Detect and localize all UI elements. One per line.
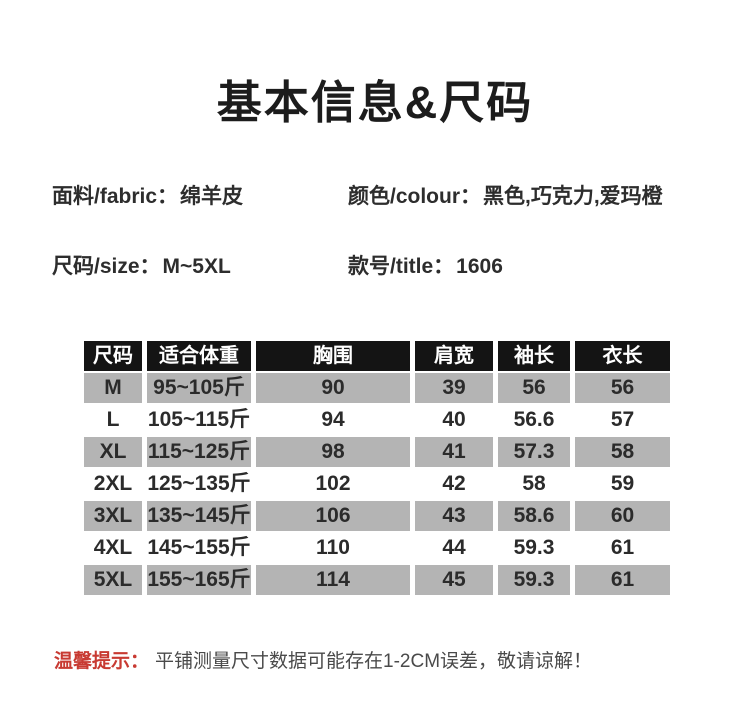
header-cell-chest: 胸围 [256, 341, 410, 371]
table-cell: 94 [256, 405, 410, 435]
table-cell: 59.3 [498, 565, 570, 595]
table-cell: 4XL [84, 533, 142, 563]
size-table: 尺码 适合体重 胸围 肩宽 袖长 衣长 M 95~105斤 90 39 56 5… [84, 341, 670, 595]
table-row-4xl: 4XL 145~155斤 110 44 59.3 61 [84, 533, 670, 563]
page-title: 基本信息&尺码 [216, 77, 534, 128]
table-cell: 135~145斤 [147, 501, 251, 531]
note-text: 平铺测量尺寸数据可能存在1-2CM误差，敬请谅解！ [155, 651, 593, 672]
table-cell: 5XL [84, 565, 142, 595]
fabric-value: 绵羊皮 [180, 185, 244, 208]
table-row-5xl: 5XL 155~165斤 114 45 59.3 61 [84, 565, 670, 595]
header-cell-sleeve: 袖长 [498, 341, 570, 371]
table-cell: 125~135斤 [147, 469, 251, 499]
style-number-value: 1606 [456, 255, 503, 278]
table-cell: 44 [415, 533, 493, 563]
colour-label: 颜色/colour： [348, 185, 482, 208]
table-cell: 42 [415, 469, 493, 499]
table-cell: 105~115斤 [147, 405, 251, 435]
size-range-label: 尺码/size： [52, 255, 161, 278]
fabric-label: 面料/fabric： [52, 185, 179, 208]
header-cell-weight: 适合体重 [147, 341, 251, 371]
table-cell: 41 [415, 437, 493, 467]
table-cell: 106 [256, 501, 410, 531]
table-cell: 3XL [84, 501, 142, 531]
table-row-l: L 105~115斤 94 40 56.6 57 [84, 405, 670, 435]
table-cell: 115~125斤 [147, 437, 251, 467]
table-cell: 95~105斤 [147, 373, 251, 403]
size-range-value: M~5XL [162, 255, 231, 278]
table-cell: 57.3 [498, 437, 570, 467]
table-cell: L [84, 405, 142, 435]
table-cell: 58.6 [498, 501, 570, 531]
table-cell: 114 [256, 565, 410, 595]
table-cell: 45 [415, 565, 493, 595]
size-table-header-row: 尺码 适合体重 胸围 肩宽 袖长 衣长 [84, 341, 670, 371]
table-cell: 58 [575, 437, 670, 467]
table-cell: 61 [575, 533, 670, 563]
table-cell: 60 [575, 501, 670, 531]
table-cell: 155~165斤 [147, 565, 251, 595]
header-cell-shoulder: 肩宽 [415, 341, 493, 371]
table-row-xl: XL 115~125斤 98 41 57.3 58 [84, 437, 670, 467]
table-cell: 39 [415, 373, 493, 403]
note-prefix: 温馨提示： [54, 651, 150, 672]
colour-info: 颜色/colour：黑色,巧克力,爱玛橙 [348, 180, 663, 210]
header-cell-length: 衣长 [575, 341, 670, 371]
friendly-reminder-note: 温馨提示： 平铺测量尺寸数据可能存在1-2CM误差，敬请谅解！ [54, 646, 592, 673]
table-cell: 59.3 [498, 533, 570, 563]
table-row-m: M 95~105斤 90 39 56 56 [84, 373, 670, 403]
table-cell: 43 [415, 501, 493, 531]
table-cell: 40 [415, 405, 493, 435]
table-cell: 98 [256, 437, 410, 467]
table-cell: 2XL [84, 469, 142, 499]
style-number-info: 款号/title：1606 [348, 250, 503, 280]
table-cell: 110 [256, 533, 410, 563]
fabric-info: 面料/fabric：绵羊皮 [52, 180, 243, 210]
colour-value: 黑色,巧克力,爱玛橙 [483, 185, 663, 208]
table-cell: 56.6 [498, 405, 570, 435]
table-cell: 61 [575, 565, 670, 595]
table-cell: 56 [498, 373, 570, 403]
style-number-label: 款号/title： [348, 255, 455, 278]
table-cell: 58 [498, 469, 570, 499]
header-cell-size: 尺码 [84, 341, 142, 371]
table-cell: 145~155斤 [147, 533, 251, 563]
table-cell: M [84, 373, 142, 403]
table-cell: 59 [575, 469, 670, 499]
table-row-2xl: 2XL 125~135斤 102 42 58 59 [84, 469, 670, 499]
table-cell: 90 [256, 373, 410, 403]
table-cell: 56 [575, 373, 670, 403]
table-row-3xl: 3XL 135~145斤 106 43 58.6 60 [84, 501, 670, 531]
table-cell: 57 [575, 405, 670, 435]
size-range-info: 尺码/size：M~5XL [52, 250, 231, 280]
table-cell: 102 [256, 469, 410, 499]
table-cell: XL [84, 437, 142, 467]
